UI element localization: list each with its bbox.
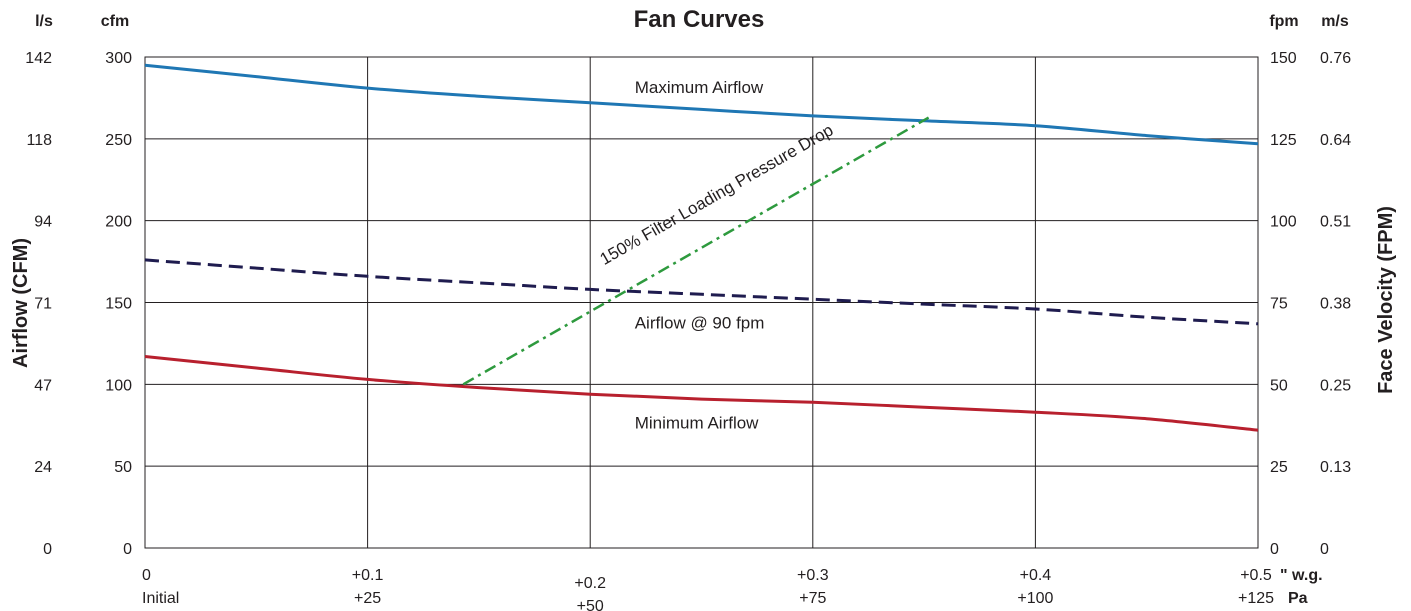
series-labels: Maximum Airflow Airflow @ 90 fpm Minimum A…: [597, 78, 837, 433]
x-tick-sublabel: +25: [354, 590, 381, 607]
y-tick-label-ls: 71: [34, 296, 52, 313]
y2-tick-label-fpm: 100: [1270, 214, 1297, 231]
y-tick-label-ls: 47: [34, 377, 52, 394]
x-tick-label: +0.3: [797, 567, 829, 584]
y-tick-label-ls: 118: [26, 132, 52, 149]
x-tick-sublabel: Initial: [142, 590, 179, 607]
y-tick-label-ls: 94: [34, 214, 52, 231]
series-label-150-filter-loading-pressure-drop: 150% Filter Loading Pressure Drop: [597, 120, 837, 268]
tick-labels: 0 Initial +0.1 +25 +0.2 +50 +0.3 +75 +0.4 +100 +0.…: [25, 50, 1351, 611]
y-tick-label-ls: 0: [43, 541, 52, 558]
series-lines: [144, 63, 1259, 432]
series-line-minimum-airflow: [144, 355, 1259, 432]
y-tick-label-cfm: 100: [105, 377, 132, 394]
y-tick-label-cfm: 50: [114, 459, 132, 476]
x-tick-sublabel: +100: [1017, 590, 1053, 607]
y2-tick-label-ms: 0.38: [1320, 296, 1351, 313]
y2-tick-label-ms: 0.13: [1320, 459, 1351, 476]
y-tick-label-cfm: 0: [123, 541, 132, 558]
x-unit-bottom: Pa: [1288, 590, 1308, 607]
series-line-airflow-90-fpm: [144, 258, 1259, 326]
x-tick-sublabel: +75: [799, 590, 826, 607]
y2-tick-label-ms: 0: [1320, 541, 1329, 558]
y2-tick-label-fpm: 25: [1270, 459, 1288, 476]
x-tick-label: +0.1: [352, 567, 384, 584]
left-outer-unit: l/s: [35, 13, 53, 30]
y-tick-label-cfm: 150: [105, 296, 132, 313]
x-tick-label: +0.2: [574, 575, 606, 592]
y-tick-label-cfm: 250: [105, 132, 132, 149]
x-unit-top: " w.g.: [1280, 567, 1323, 584]
x-tick-label: +0.4: [1020, 567, 1052, 584]
series-line-maximum-airflow: [144, 63, 1259, 146]
y-tick-label-ls: 24: [34, 459, 52, 476]
x-tick-label: 0: [142, 567, 151, 584]
y-tick-label-ls: 142: [25, 50, 52, 67]
y-tick-label-cfm: 300: [105, 50, 132, 67]
series-line-150-filter-loading-pressure-drop: [462, 116, 930, 386]
chart-title: Fan Curves: [634, 6, 765, 33]
y-tick-label-cfm: 200: [105, 214, 132, 231]
series-label-airflow-90-fpm: Airflow @ 90 fpm: [635, 314, 765, 333]
y2-tick-label-fpm: 150: [1270, 50, 1297, 67]
left-inner-unit: cfm: [101, 13, 129, 30]
y2-axis-label: Face Velocity (FPM): [1375, 206, 1397, 394]
y2-tick-label-fpm: 75: [1270, 296, 1288, 313]
y2-tick-label-ms: 0.76: [1320, 50, 1351, 67]
x-tick-sublabel: +50: [577, 598, 604, 611]
right-inner-unit: fpm: [1269, 13, 1298, 30]
grid: [144, 56, 1259, 549]
y2-tick-label-fpm: 50: [1270, 377, 1288, 394]
right-outer-unit: m/s: [1321, 13, 1349, 30]
y2-tick-label-ms: 0.51: [1320, 214, 1351, 231]
series-label-maximum-airflow: Maximum Airflow: [635, 78, 764, 97]
series-label-minimum-airflow: Minimum Airflow: [635, 414, 759, 433]
y2-tick-label-ms: 0.25: [1320, 377, 1351, 394]
x-tick-label: +0.5: [1240, 567, 1272, 584]
y-axis-label: Airflow (CFM): [10, 238, 32, 368]
y2-tick-label-fpm: 125: [1270, 132, 1297, 149]
x-tick-sublabel: +125: [1238, 590, 1274, 607]
y2-tick-label-fpm: 0: [1270, 541, 1279, 558]
y2-tick-label-ms: 0.64: [1320, 132, 1351, 149]
